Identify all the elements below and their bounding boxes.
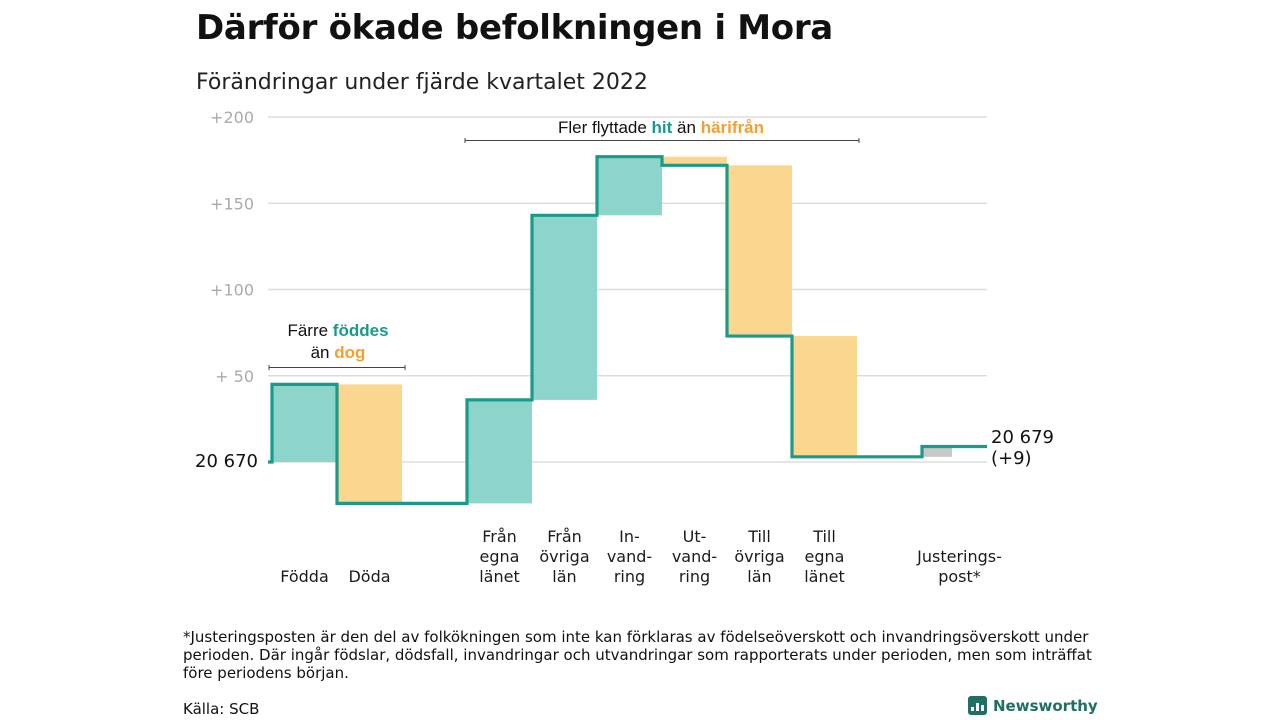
y-tick-label: + 50 xyxy=(215,367,254,386)
category-label-till-ovriga: Till övriga län xyxy=(734,527,784,586)
category-label-invandring: In-vand-ring xyxy=(607,527,652,586)
y-tick-label: +100 xyxy=(210,281,254,300)
newsworthy-logo-icon xyxy=(968,696,987,715)
category-label-fodda: Födda xyxy=(280,567,329,586)
migration-bracket xyxy=(464,138,860,143)
y-tick-label: +200 xyxy=(210,108,254,127)
cumulative-step-line xyxy=(268,155,987,505)
brand-name: Newsworthy xyxy=(993,696,1098,715)
births-annotation-line1: Färre föddes xyxy=(287,321,388,340)
bar-invandring xyxy=(597,156,662,216)
births-annotation-line2: än dog xyxy=(311,343,366,362)
end-value-label: 20 679 (+9) xyxy=(991,427,1054,469)
chart-subtitle: Förändringar under fjärde kvartalet 2022 xyxy=(196,70,648,95)
bar-justering xyxy=(922,446,952,457)
chart-title: Därför ökade befolkningen i Mora xyxy=(196,8,833,48)
bar-doda xyxy=(337,384,402,504)
bar-fran-ovriga xyxy=(532,215,597,400)
category-label-fran-egna: Från egna länet xyxy=(479,527,520,586)
category-label-doda: Döda xyxy=(348,567,390,586)
category-label-justering: Justerings-post* xyxy=(916,547,1002,586)
migration-annotation: Fler flyttade hit än härifrån xyxy=(558,118,764,137)
y-tick-label: +150 xyxy=(210,194,254,213)
category-label-till-egna: Till egna länet xyxy=(804,527,845,586)
bar-utvandring xyxy=(662,156,727,166)
bar-till-ovriga xyxy=(727,165,792,337)
bar-fodda xyxy=(272,384,337,462)
category-label-fran-ovriga: Från övriga län xyxy=(539,527,589,586)
bar-till-egna xyxy=(792,336,857,457)
start-value-label: 20 670 xyxy=(195,451,258,472)
newsworthy-logo: Newsworthy xyxy=(968,696,1098,715)
category-label-utvandring: Ut-vand-ring xyxy=(672,527,717,586)
footnote: *Justeringsposten är den del av folkökni… xyxy=(183,628,1092,682)
bar-fran-egna xyxy=(467,399,532,504)
source: Källa: SCB xyxy=(183,700,260,718)
births-bracket xyxy=(268,365,406,370)
